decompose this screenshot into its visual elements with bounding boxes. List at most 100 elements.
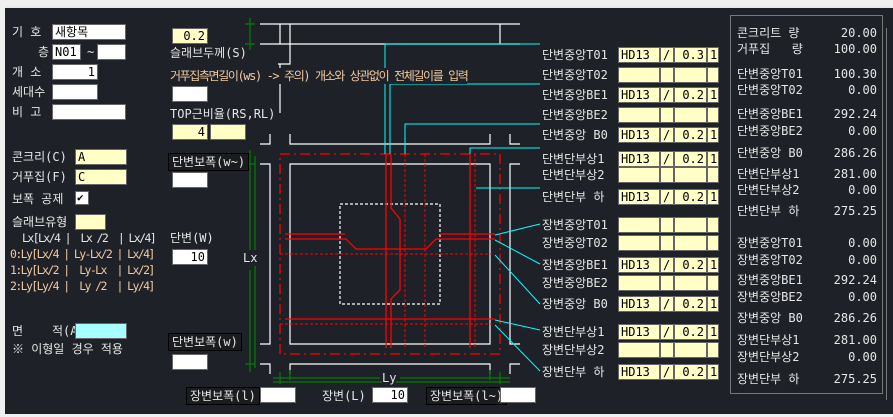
summary-value: 286.26 xyxy=(833,311,877,325)
households-input[interactable] xyxy=(52,84,98,100)
beam-outline-left xyxy=(260,163,271,345)
beam-deduct-checkbox[interactable]: ✔ xyxy=(75,191,89,205)
summary-value: 100.00 xyxy=(833,42,877,56)
formwork-input[interactable]: C xyxy=(75,169,127,185)
rebar-diameter-input[interactable]: HD13 xyxy=(618,324,660,340)
rebar-spacing-input[interactable]: 0.2 xyxy=(674,364,707,380)
rebar-spacing-input[interactable] xyxy=(674,235,707,251)
summary-value: 275.25 xyxy=(833,372,877,386)
rebar-count-input[interactable]: 1 xyxy=(707,296,719,312)
slab-rebar-panel: 기 호 새항목 층 N01 ~ 개 소 1 세대수 비 고 콘크리(C) A 거… xyxy=(5,6,893,414)
rebar-count-input[interactable] xyxy=(707,342,719,358)
summary-label: 장변단부상1 xyxy=(737,333,800,347)
rebar-diameter-input[interactable] xyxy=(618,107,660,123)
slab-type-input[interactable] xyxy=(75,214,106,230)
rebar-diameter-input[interactable] xyxy=(618,217,660,233)
rebar-spacing-input[interactable] xyxy=(674,107,707,123)
summary-row: 콘크리트 량 20.00 xyxy=(737,25,877,41)
rebar-spacing-input[interactable]: 0.2 xyxy=(674,296,707,312)
leader-short-b0 xyxy=(404,123,540,154)
beam-outline-bottom xyxy=(260,363,520,374)
rebar-spacing-input[interactable] xyxy=(674,275,707,291)
summary-row: 장변중앙BE1 292.24 xyxy=(737,272,877,288)
area-input[interactable] xyxy=(75,323,127,339)
floor-from-input[interactable]: N01 xyxy=(52,44,81,60)
rebar-diameter-input[interactable]: HD13 xyxy=(618,189,660,205)
rebar-spacing-input[interactable]: 0.3 xyxy=(674,47,707,63)
rebar-separator: / xyxy=(660,296,674,312)
quantity-summary: 콘크리트 량 20.00 거푸집 량 100.00 단변중앙T01 100.30 단변중앙T… xyxy=(730,15,883,394)
code-input[interactable]: 새항목 xyxy=(52,24,126,40)
rebar-separator xyxy=(660,67,674,83)
short-side-input[interactable]: 10 xyxy=(172,249,208,265)
rebar-count-input[interactable]: 1 xyxy=(707,47,719,63)
summary-row: 단변중앙 B0 286.26 xyxy=(737,145,877,161)
slab-drawing xyxy=(245,18,541,384)
rebar-long-bent xyxy=(285,233,495,250)
rebar-count-input[interactable] xyxy=(707,167,719,183)
rebar-spacing-input[interactable]: 0.2 xyxy=(674,127,707,143)
households-label: 세대수 xyxy=(12,85,46,99)
rebar-count-input[interactable]: 1 xyxy=(707,189,719,205)
rebar-count-input[interactable] xyxy=(707,275,719,291)
rebar-count-input[interactable] xyxy=(707,235,719,251)
rebar-diameter-input[interactable]: HD13 xyxy=(618,151,660,167)
rebar-count-input[interactable]: 1 xyxy=(707,324,719,340)
summary-secondary-edge xyxy=(886,28,887,400)
long-beam-l-input[interactable] xyxy=(260,387,296,403)
rebar-count-input[interactable] xyxy=(707,67,719,83)
rebar-spacing-input[interactable]: 0.2 xyxy=(674,87,707,103)
rebar-diameter-input[interactable]: HD13 xyxy=(618,87,660,103)
short-beam-w-input[interactable] xyxy=(172,354,208,370)
rebar-count-input[interactable] xyxy=(707,107,719,123)
rebar-spacing-input[interactable] xyxy=(674,217,707,233)
rebar-diameter-input[interactable] xyxy=(618,235,660,251)
rebar-count-input[interactable]: 1 xyxy=(707,364,719,380)
rebar-diameter-input[interactable] xyxy=(618,342,660,358)
rebar-diameter-input[interactable] xyxy=(618,67,660,83)
rebar-count-input[interactable]: 1 xyxy=(707,127,719,143)
concrete-input[interactable]: A xyxy=(75,149,127,165)
rebar-diameter-input[interactable]: HD13 xyxy=(618,257,660,273)
rebar-diameter-input[interactable]: HD13 xyxy=(618,364,660,380)
rebar-count-input[interactable]: 1 xyxy=(707,87,719,103)
summary-row: 단변단부상1 281.00 xyxy=(737,166,877,182)
rebar-spacing-input[interactable]: 0.2 xyxy=(674,324,707,340)
rebar-spacing-input[interactable] xyxy=(674,167,707,183)
rebar-diameter-input[interactable]: HD13 xyxy=(618,296,660,312)
rebar-spacing-input[interactable]: 0.2 xyxy=(674,151,707,167)
rebar-spacing-input[interactable] xyxy=(674,342,707,358)
beam-deduct-label: 보폭 공제 xyxy=(12,192,64,206)
rebar-spacing-input[interactable] xyxy=(674,67,707,83)
rebar-label: 단변단부상1 xyxy=(542,152,605,166)
rebar-separator xyxy=(660,342,674,358)
short-beam-w2-input[interactable] xyxy=(172,172,208,188)
slab-type-header: Lx[Lx/4 | Lx /2 | Lx/4] xyxy=(22,231,157,245)
note-input[interactable] xyxy=(52,104,126,120)
count-input[interactable]: 1 xyxy=(52,64,98,80)
summary-value: 0.00 xyxy=(848,290,877,304)
rebar-diameter-input[interactable]: HD13 xyxy=(618,127,660,143)
long-beam-l2-input[interactable] xyxy=(500,387,536,403)
rebar-spacing-input[interactable]: 0.2 xyxy=(674,189,707,205)
leader-short-be1 xyxy=(389,83,540,154)
rebar-separator: / xyxy=(660,257,674,273)
summary-label: 장변중앙T02 xyxy=(737,253,803,267)
floor-to-input[interactable] xyxy=(97,44,126,60)
summary-row: 거푸집 량 100.00 xyxy=(737,41,877,57)
summary-label: 장변중앙BE2 xyxy=(737,290,803,304)
top-ratio-rl-input[interactable] xyxy=(210,124,246,140)
rebar-count-input[interactable] xyxy=(707,217,719,233)
rebar-label: 장변중앙 B0 xyxy=(542,297,608,311)
long-side-input[interactable]: 10 xyxy=(372,387,408,403)
rebar-diameter-input[interactable] xyxy=(618,167,660,183)
top-ratio-rs-input[interactable]: 4 xyxy=(172,124,208,140)
slab-thickness-input[interactable]: 0.2 xyxy=(172,28,208,44)
rebar-count-input[interactable]: 1 xyxy=(707,151,719,167)
rebar-spacing-input[interactable]: 0.2 xyxy=(674,257,707,273)
rebar-diameter-input[interactable] xyxy=(618,275,660,291)
rebar-count-input[interactable]: 1 xyxy=(707,257,719,273)
long-side-label: 장변(L) xyxy=(322,389,366,403)
rebar-diameter-input[interactable]: HD13 xyxy=(618,47,660,63)
form-side-input[interactable] xyxy=(172,86,208,102)
